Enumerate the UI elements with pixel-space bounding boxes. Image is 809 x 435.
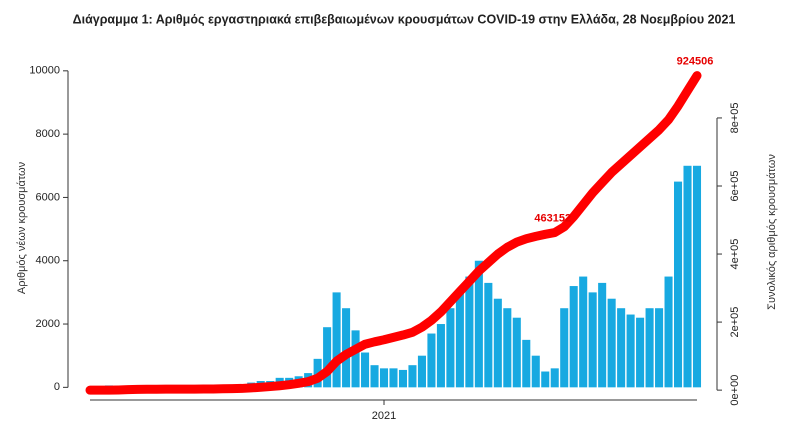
bar [569,286,578,388]
bar [408,365,417,388]
bar [588,292,597,388]
bar [389,368,398,388]
bar [531,355,540,388]
y-axis-label: Αριθμός νέων κρουσμάτων [16,161,28,294]
y2-tick-label: 6e+05 [729,171,741,202]
bar [465,276,474,388]
bar [323,327,332,388]
y2-tick-label: 8e+05 [729,102,741,133]
y-tick-label: 4000 [36,255,60,267]
bar [484,282,493,388]
bar [417,355,426,388]
bar [503,308,512,388]
bar [351,330,360,388]
data-label: 924506 [677,55,714,67]
y-tick-label: 10000 [29,65,60,77]
bar [342,308,351,388]
bar [379,368,389,388]
bar [370,365,379,388]
y2-tick-label: 0e+00 [729,375,741,406]
x-tick-label: 2021 [372,410,396,422]
data-label: 463152 [534,212,571,224]
bar [398,369,408,388]
bar [674,181,683,388]
bar [427,333,436,388]
bar [617,308,626,388]
y2-tick-label: 2e+05 [729,307,741,338]
y-tick-label: 0 [54,381,60,393]
bar [541,371,550,388]
bar [361,352,370,388]
bar [692,165,702,388]
bar [683,165,692,388]
bar [607,298,616,388]
y2-axis-label: Συνολικός αριθμός κρουσμάτων [766,154,778,310]
bar [436,324,445,388]
bar [655,308,664,388]
bar [598,282,607,388]
y-tick-label: 6000 [36,191,60,203]
bar [455,292,464,388]
bar [332,292,341,388]
bar [493,298,502,388]
y-tick-label: 8000 [36,128,60,140]
bar [664,276,673,388]
chart-title: Διάγραμμα 1: Αριθμός εργαστηριακά επιβεβ… [73,12,736,26]
bar [550,368,559,388]
bar [626,314,635,388]
y-tick-label: 2000 [36,318,60,330]
cumulative-line [85,71,702,395]
bar [446,308,455,388]
bar [522,339,531,388]
bar [560,308,569,388]
bar [512,317,521,388]
bar [645,308,654,388]
bar [636,317,645,388]
bar [474,260,483,388]
bar [579,276,588,388]
y2-tick-label: 4e+05 [729,239,741,270]
